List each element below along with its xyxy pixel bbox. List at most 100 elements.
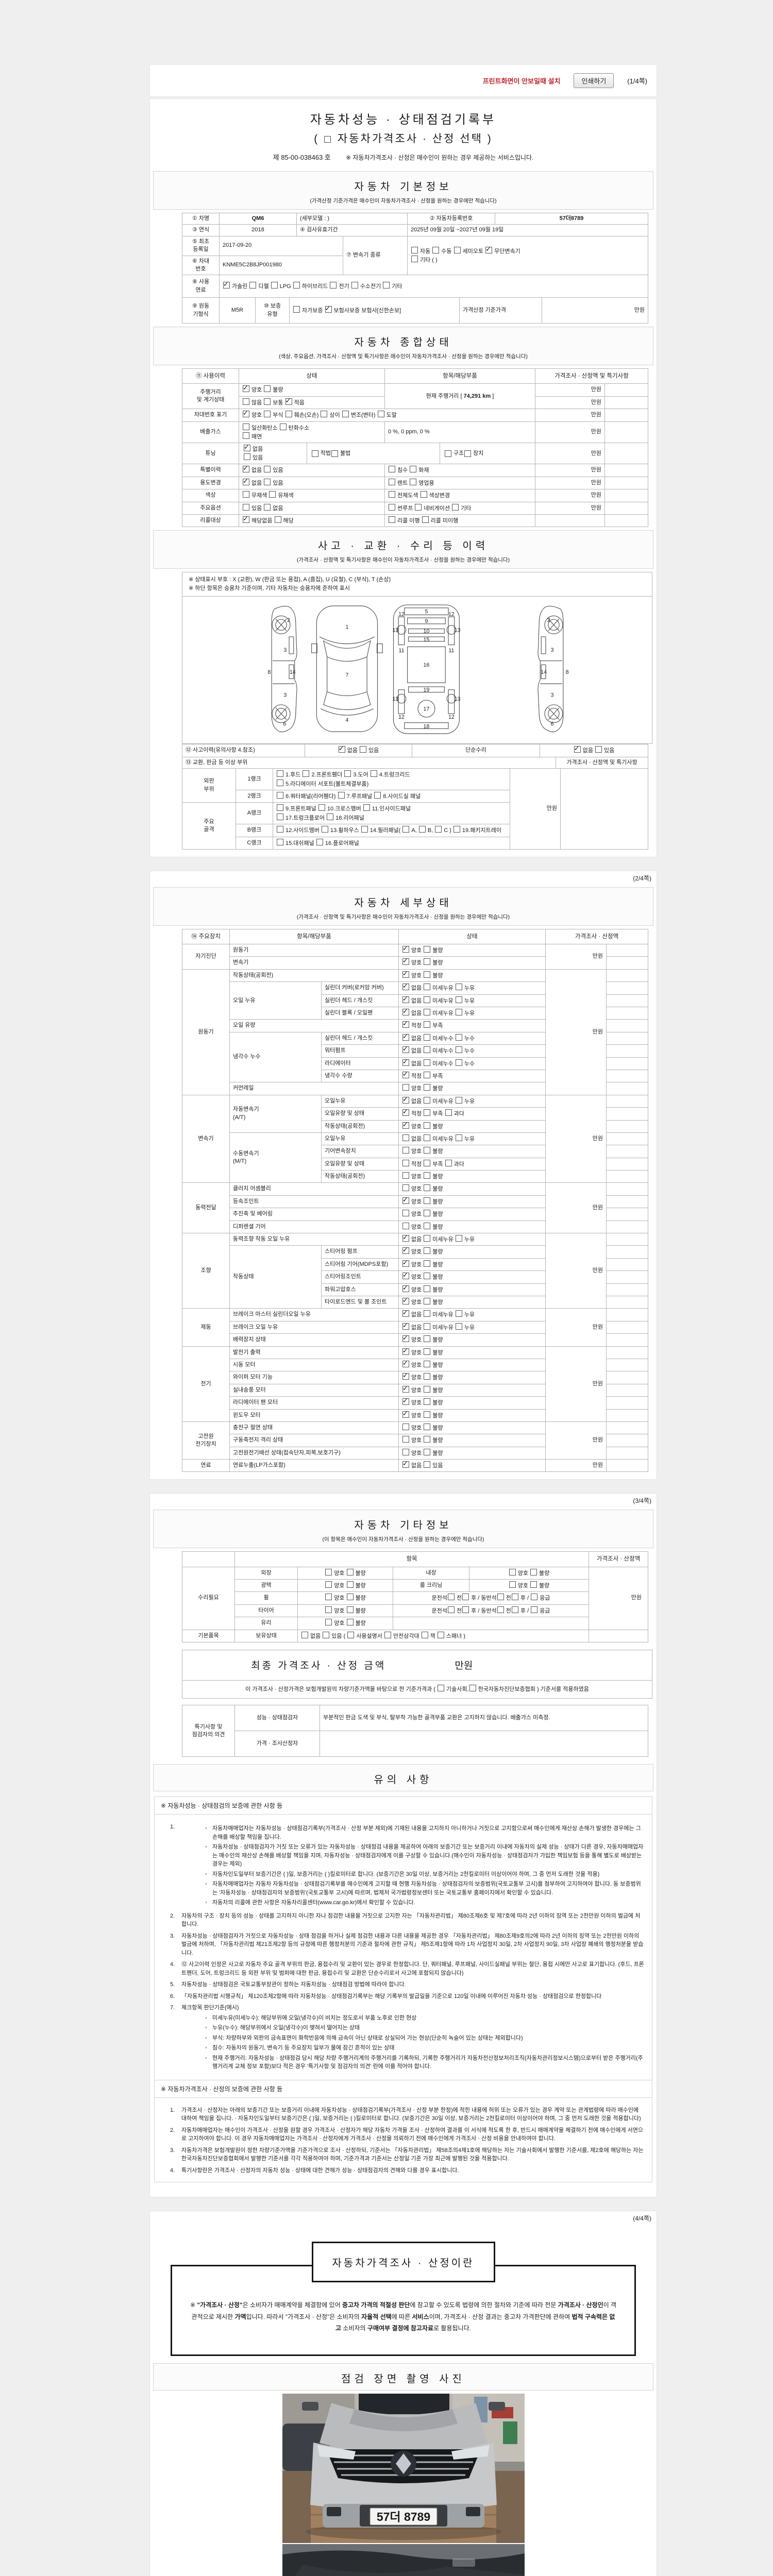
checkbox-checked[interactable] — [402, 1095, 409, 1104]
checkbox-unchecked[interactable] — [424, 1360, 431, 1367]
checkbox-unchecked[interactable] — [511, 1606, 518, 1613]
checkbox-unchecked[interactable] — [316, 838, 323, 845]
checkbox-unchecked[interactable] — [530, 1568, 537, 1575]
checkbox-unchecked[interactable] — [455, 1134, 462, 1141]
checkbox-unchecked[interactable] — [424, 1423, 431, 1430]
checkbox-unchecked[interactable] — [424, 1373, 431, 1380]
checkbox-unchecked[interactable] — [424, 1297, 431, 1304]
checkbox-unchecked[interactable] — [389, 478, 395, 485]
checkbox-unchecked[interactable] — [420, 491, 427, 498]
checkbox-unchecked[interactable] — [462, 1606, 469, 1613]
checkbox-unchecked[interactable] — [243, 423, 249, 430]
checkbox-unchecked[interactable] — [455, 1323, 462, 1330]
checkbox-unchecked[interactable] — [402, 1172, 409, 1179]
checkbox-unchecked[interactable] — [338, 792, 345, 799]
checkbox-checked[interactable] — [402, 994, 409, 1004]
checkbox-checked[interactable] — [402, 1258, 409, 1267]
checkbox-unchecked[interactable] — [402, 1448, 409, 1455]
checkbox-unchecked[interactable] — [360, 746, 367, 753]
checkbox-unchecked[interactable] — [509, 1581, 516, 1588]
checkbox-checked[interactable] — [243, 464, 249, 473]
checkbox-unchecked[interactable] — [424, 946, 431, 953]
checkbox-unchecked[interactable] — [402, 1222, 409, 1229]
checkbox-unchecked[interactable] — [383, 282, 390, 289]
checkbox-unchecked[interactable] — [402, 1084, 409, 1091]
checkbox-checked[interactable] — [243, 477, 249, 486]
checkbox-unchecked[interactable] — [424, 1071, 431, 1078]
checkbox-checked[interactable] — [402, 1233, 409, 1242]
checkbox-unchecked[interactable] — [424, 1059, 431, 1066]
checkbox-unchecked[interactable] — [415, 503, 422, 511]
checkbox-unchecked[interactable] — [264, 398, 271, 405]
checkbox-unchecked[interactable] — [402, 1159, 409, 1166]
checkbox-unchecked[interactable] — [424, 1260, 431, 1267]
checkbox-unchecked[interactable] — [346, 1568, 354, 1575]
checkbox-unchecked[interactable] — [325, 1594, 332, 1601]
checkbox-unchecked[interactable] — [455, 1059, 462, 1066]
checkbox-unchecked[interactable] — [438, 1684, 445, 1691]
checkbox-unchecked[interactable] — [445, 1159, 452, 1166]
checkbox-unchecked[interactable] — [361, 826, 368, 833]
checkbox-unchecked[interactable] — [264, 466, 271, 473]
checkbox-unchecked[interactable] — [277, 792, 283, 799]
checkbox-unchecked[interactable] — [271, 282, 278, 289]
checkbox-unchecked[interactable] — [455, 1009, 462, 1015]
checkbox-unchecked[interactable] — [455, 1310, 462, 1317]
checkbox-unchecked[interactable] — [462, 1594, 469, 1601]
checkbox-unchecked[interactable] — [402, 826, 410, 833]
checkbox-unchecked[interactable] — [347, 1631, 355, 1638]
checkbox-unchecked[interactable] — [447, 1606, 455, 1613]
checkbox-checked[interactable] — [402, 1195, 409, 1205]
checkbox-unchecked[interactable] — [244, 453, 250, 461]
checkbox-unchecked[interactable] — [331, 450, 339, 457]
checkbox-checked[interactable] — [285, 396, 292, 405]
checkbox-unchecked[interactable] — [293, 306, 300, 313]
checkbox-unchecked[interactable] — [249, 282, 257, 289]
checkbox-unchecked[interactable] — [342, 411, 349, 418]
checkbox-unchecked[interactable] — [377, 411, 384, 418]
checkbox-unchecked[interactable] — [424, 1046, 431, 1054]
checkbox-unchecked[interactable] — [277, 779, 283, 786]
checkbox-checked[interactable] — [402, 1283, 409, 1293]
checkbox-unchecked[interactable] — [321, 826, 328, 833]
print-help-link[interactable]: 프린트화면이 안보일때 설치 — [482, 77, 561, 85]
checkbox-checked[interactable] — [402, 1384, 409, 1393]
checkbox-unchecked[interactable] — [424, 1033, 431, 1041]
checkbox-unchecked[interactable] — [325, 1619, 332, 1626]
checkbox-unchecked[interactable] — [351, 282, 358, 289]
checkbox-unchecked[interactable] — [402, 1147, 409, 1154]
checkbox-checked[interactable] — [402, 1296, 409, 1305]
checkbox-unchecked[interactable] — [264, 411, 271, 418]
checkbox-unchecked[interactable] — [435, 826, 442, 833]
checkbox-unchecked[interactable] — [346, 1594, 354, 1601]
checkbox-unchecked[interactable] — [455, 1033, 462, 1041]
checkbox-unchecked[interactable] — [595, 746, 602, 753]
checkbox-unchecked[interactable] — [424, 1096, 431, 1104]
checkbox-unchecked[interactable] — [402, 1436, 409, 1443]
checkbox-unchecked[interactable] — [318, 804, 325, 811]
checkbox-checked[interactable] — [402, 1396, 409, 1405]
checkbox-unchecked[interactable] — [346, 1581, 354, 1588]
checkbox-checked[interactable] — [574, 744, 581, 754]
checkbox-checked[interactable] — [485, 245, 493, 254]
checkbox-checked[interactable] — [402, 1032, 409, 1041]
checkbox-unchecked[interactable] — [389, 491, 395, 498]
checkbox-unchecked[interactable] — [274, 516, 281, 523]
checkbox-unchecked[interactable] — [374, 792, 381, 799]
checkbox-unchecked[interactable] — [243, 398, 249, 405]
checkbox-unchecked[interactable] — [452, 503, 459, 511]
checkbox-unchecked[interactable] — [301, 1631, 308, 1638]
checkbox-unchecked[interactable] — [330, 282, 337, 289]
checkbox-unchecked[interactable] — [421, 1631, 428, 1638]
checkbox-unchecked[interactable] — [531, 1606, 538, 1613]
checkbox-unchecked[interactable] — [285, 411, 292, 418]
checkbox-unchecked[interactable] — [346, 1619, 354, 1626]
checkbox-unchecked[interactable] — [424, 1210, 431, 1217]
checkbox-unchecked[interactable] — [424, 1222, 431, 1229]
checkbox-unchecked[interactable] — [277, 813, 283, 820]
checkbox-unchecked[interactable] — [321, 411, 328, 418]
checkbox-unchecked[interactable] — [511, 1594, 518, 1601]
checkbox-unchecked[interactable] — [424, 1122, 431, 1129]
print-button[interactable]: 인쇄하기 — [574, 73, 614, 88]
checkbox-unchecked[interactable] — [402, 1184, 409, 1192]
